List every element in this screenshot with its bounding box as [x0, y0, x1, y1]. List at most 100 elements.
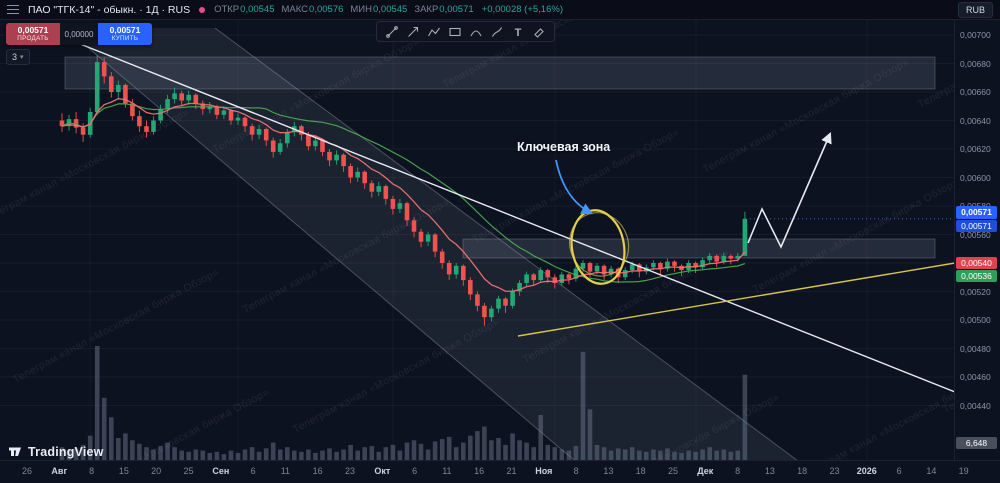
sell-button[interactable]: 0,00571 ПРОДАТЬ: [6, 23, 60, 45]
time-axis[interactable]: 26 Авг 8 15 20 25 Сен 6 11 16 23 Окт 6 11 16 21 Ноя 8 13 18…: [0, 460, 1000, 483]
ma-fast-line: [61, 98, 746, 292]
buy-price: 0,00571: [109, 25, 141, 35]
projection-arrow[interactable]: [747, 131, 832, 249]
time-axis-label: 18: [635, 466, 646, 476]
price-axis-label: 0,00600: [960, 172, 991, 183]
time-axis-label: Дек: [697, 466, 714, 476]
time-axis-label: Окт: [374, 466, 391, 476]
brush-tool-icon[interactable]: [488, 24, 506, 39]
change-value: +0,00028 (+5,16%): [481, 4, 563, 15]
tradingview-logo[interactable]: TradingView: [8, 444, 104, 459]
arrow-tool-icon[interactable]: [404, 24, 422, 39]
blue-arrow[interactable]: [555, 159, 594, 215]
price-axis-label: 0,00480: [960, 343, 991, 354]
high-value: 0,00576: [309, 4, 344, 15]
time-axis-label: 25: [183, 466, 194, 476]
price-axis-label: 0,00560: [960, 229, 991, 240]
time-axis-label: 23: [344, 466, 356, 476]
chevron-down-icon: ▾: [20, 54, 24, 61]
price-axis-label: 0,00460: [960, 372, 991, 382]
sell-label: ПРОДАТЬ: [17, 35, 49, 42]
buy-label: КУПИТЬ: [111, 35, 139, 42]
time-axis-label: Сен: [212, 466, 230, 476]
open-label: ОТКР: [214, 4, 240, 15]
time-axis-label: 8: [573, 466, 579, 476]
price-axis-label: 0,00640: [960, 115, 991, 126]
key-zone-annotation-label[interactable]: Ключевая зона: [517, 140, 611, 154]
time-axis-label: Авг: [51, 466, 68, 476]
time-axis-label: 6: [896, 466, 902, 476]
close-label: ЗАКР: [414, 4, 439, 15]
price-axis-label: 0,00440: [960, 400, 991, 411]
time-axis-label: 14: [926, 466, 937, 476]
time-axis-label: 26: [21, 466, 33, 476]
grid-lines: [0, 34, 955, 406]
ma-slow-price-tag: 0,00536: [956, 270, 997, 282]
series-marker-icon: [199, 6, 206, 13]
open-value: 0,00545: [240, 4, 275, 15]
time-axis-label: 13: [603, 466, 614, 476]
symbol-title[interactable]: ПАО "ТГК-14" - обыкн. · 1Д · RUS: [28, 3, 191, 16]
sell-price: 0,00571: [17, 25, 49, 35]
text-tool-icon[interactable]: T: [509, 24, 527, 39]
close-value: 0,00571: [439, 4, 474, 15]
time-axis-label: Ноя: [535, 466, 553, 476]
time-axis-label: 11: [280, 466, 291, 476]
pattern-tool-icon[interactable]: [425, 24, 443, 39]
ma-fast-price-tag: 0,00540: [956, 257, 997, 269]
objects-count: 3: [12, 52, 18, 62]
buy-button[interactable]: 0,00571 КУПИТЬ: [98, 23, 152, 45]
tradingview-logo-text: TradingView: [28, 444, 104, 459]
time-axis-label: 18: [797, 466, 808, 476]
yellow-trendline[interactable]: [517, 262, 955, 337]
time-axis-label: 25: [667, 466, 679, 476]
low-label: МИН: [350, 4, 372, 15]
top-bar: ПАО "ТГК-14" - обыкн. · 1Д · RUS ОТКР0,0…: [0, 0, 1000, 20]
low-value: 0,00545: [373, 4, 408, 15]
trend-line-tool-icon[interactable]: [383, 24, 401, 39]
time-axis-label: 6: [412, 466, 418, 476]
curve-tool-icon[interactable]: [467, 24, 485, 39]
ma-slow-line: [61, 103, 746, 283]
time-axis-label: 15: [118, 466, 129, 476]
time-axis-label: 16: [474, 466, 485, 476]
time-axis-label: 11: [442, 466, 452, 476]
time-axis-label: 23: [829, 466, 840, 476]
time-axis-label: 6: [250, 466, 256, 476]
price-axis-label: 0,00620: [960, 144, 991, 154]
time-axis-label: 16: [312, 466, 323, 476]
currency-button[interactable]: RUB: [957, 1, 993, 18]
price-axis-label: 0,00520: [960, 286, 991, 297]
volume-value-tag: 6,648: [956, 437, 997, 449]
ask-price-tag: 0,00571: [956, 220, 997, 232]
volume-layer: [59, 346, 748, 461]
time-axis-label: 2026: [856, 466, 877, 476]
current-price-tag: 0,00571: [956, 206, 997, 219]
tradingview-logo-icon: [9, 447, 21, 456]
white-trendline[interactable]: [59, 35, 955, 393]
time-axis-label: 21: [506, 466, 517, 476]
resistance-zone-upper[interactable]: [64, 56, 936, 90]
time-axis-label: 8: [735, 466, 741, 476]
spread-value: 0,00000: [60, 23, 98, 45]
chart-pane[interactable]: Телеграм канал «Московская биржа Обзор» Т…: [0, 20, 955, 461]
price-chart[interactable]: [0, 20, 955, 461]
svg-text:T: T: [515, 27, 522, 39]
price-axis[interactable]: 0,00571 0,00571 0,00540 0,00536 6,648 0,…: [954, 20, 1000, 461]
trade-panel: 0,00571 ПРОДАТЬ 0,00000 0,00571 КУПИТЬ: [6, 23, 152, 45]
ohlc-readout: ОТКР0,00545 МАКС0,00576 МИН0,00545 ЗАКР0…: [214, 4, 563, 15]
price-axis-label: 0,00500: [960, 315, 991, 325]
time-axis-label: 8: [89, 466, 95, 476]
measure-tool-icon[interactable]: [530, 24, 548, 39]
drawing-toolbar: T: [376, 21, 555, 42]
menu-icon[interactable]: [7, 5, 19, 14]
time-axis-label: 20: [151, 466, 162, 476]
price-axis-label: 0,00700: [960, 30, 991, 40]
high-label: МАКС: [281, 4, 309, 15]
objects-count-badge[interactable]: 3 ▾: [6, 49, 30, 65]
descending-channel-drawing[interactable]: [64, 27, 799, 461]
resistance-zone-mid[interactable]: [462, 238, 936, 259]
rectangle-tool-icon[interactable]: [446, 24, 464, 39]
price-axis-label: 0,00660: [960, 87, 991, 97]
